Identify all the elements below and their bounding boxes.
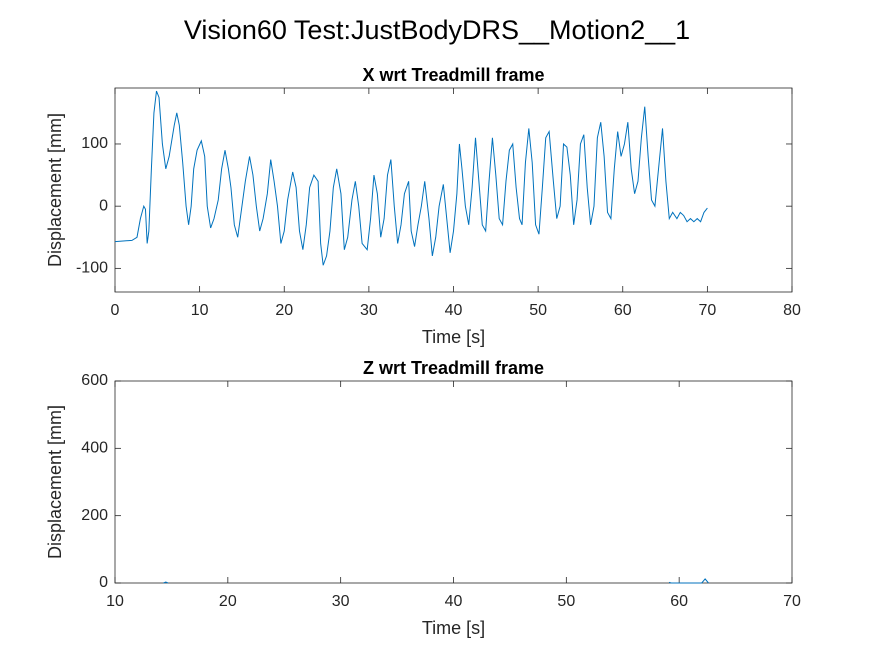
x-tick-label: 0 [111, 302, 120, 319]
axes-box [114, 380, 793, 584]
axes-title: X wrt Treadmill frame [362, 65, 544, 85]
axes-title: Z wrt Treadmill frame [363, 358, 544, 378]
axes-box [114, 87, 793, 293]
x-tick-label: 20 [275, 302, 293, 319]
x-axis-label: Time [s] [422, 618, 485, 638]
data-line [163, 578, 709, 584]
y-axis-label: Displacement [mm] [45, 405, 65, 559]
x-tick-label: 30 [332, 593, 350, 610]
x-tick-label: 70 [783, 593, 801, 610]
x-axis-label: Time [s] [422, 327, 485, 347]
y-tick-label: -100 [76, 260, 108, 277]
x-tick-label: 60 [614, 302, 632, 319]
x-tick-label: 80 [783, 302, 801, 319]
x-tick-label: 40 [445, 593, 463, 610]
y-tick-label: 200 [81, 507, 108, 524]
x-tick-label: 20 [219, 593, 237, 610]
y-tick-label: 0 [99, 197, 108, 214]
y-tick-label: 0 [99, 574, 108, 591]
figure-title: Vision60 Test:JustBodyDRS__Motion2__1 [184, 15, 690, 45]
x-tick-label: 10 [106, 593, 124, 610]
data-line [114, 90, 708, 266]
y-tick-label: 600 [81, 372, 108, 389]
x-tick-label: 60 [670, 593, 688, 610]
y-tick-label: 400 [81, 440, 108, 457]
y-axis-label: Displacement [mm] [45, 113, 65, 267]
x-tick-label: 70 [698, 302, 716, 319]
y-tick-label: 100 [81, 135, 108, 152]
x-tick-label: 30 [360, 302, 378, 319]
x-tick-label: 50 [529, 302, 547, 319]
x-tick-label: 40 [445, 302, 463, 319]
x-tick-label: 50 [557, 593, 575, 610]
x-tick-label: 10 [191, 302, 209, 319]
